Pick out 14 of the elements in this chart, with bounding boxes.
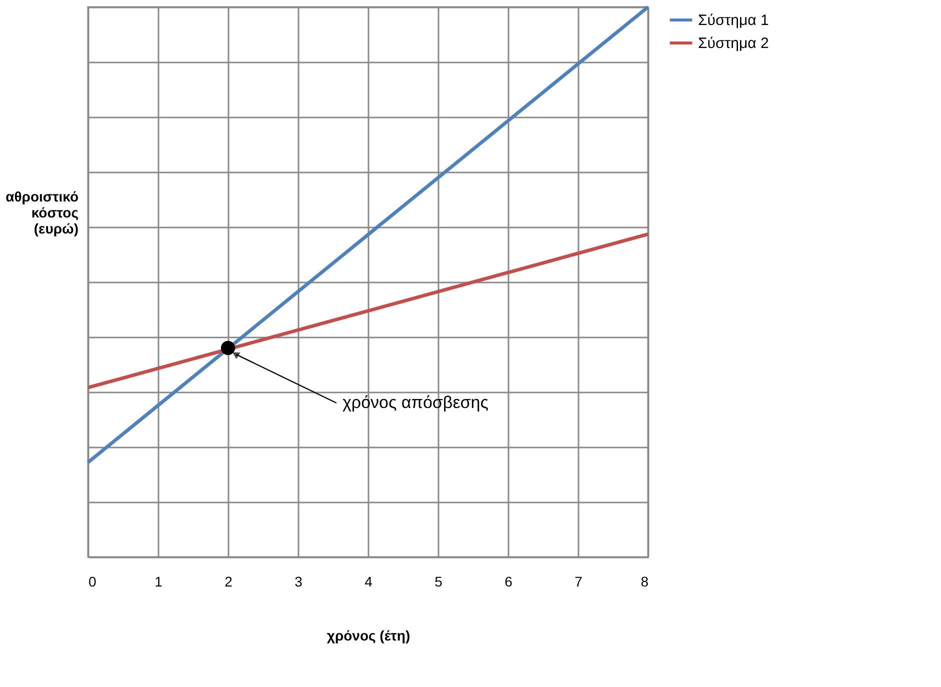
x-tick-label: 2 bbox=[224, 574, 233, 590]
legend-label: Σύστημα 1 bbox=[698, 12, 769, 29]
x-axis-title: χρόνος (έτη) bbox=[326, 628, 410, 644]
x-tick-label: 3 bbox=[294, 574, 303, 590]
x-tick-label: 1 bbox=[154, 574, 163, 590]
x-tick-label: 8 bbox=[640, 574, 649, 590]
x-tick-label: 7 bbox=[574, 574, 583, 590]
x-tick-label: 5 bbox=[434, 574, 443, 590]
x-tick-label: 4 bbox=[364, 574, 373, 590]
legend-label: Σύστημα 2 bbox=[698, 35, 769, 52]
x-tick-label: 6 bbox=[504, 574, 513, 590]
y-axis-title: αθροιστικό κόστος (ευρώ) bbox=[6, 188, 78, 236]
x-tick-label: 0 bbox=[88, 574, 96, 590]
annotation: χρόνος απόσβεσης bbox=[342, 393, 488, 412]
